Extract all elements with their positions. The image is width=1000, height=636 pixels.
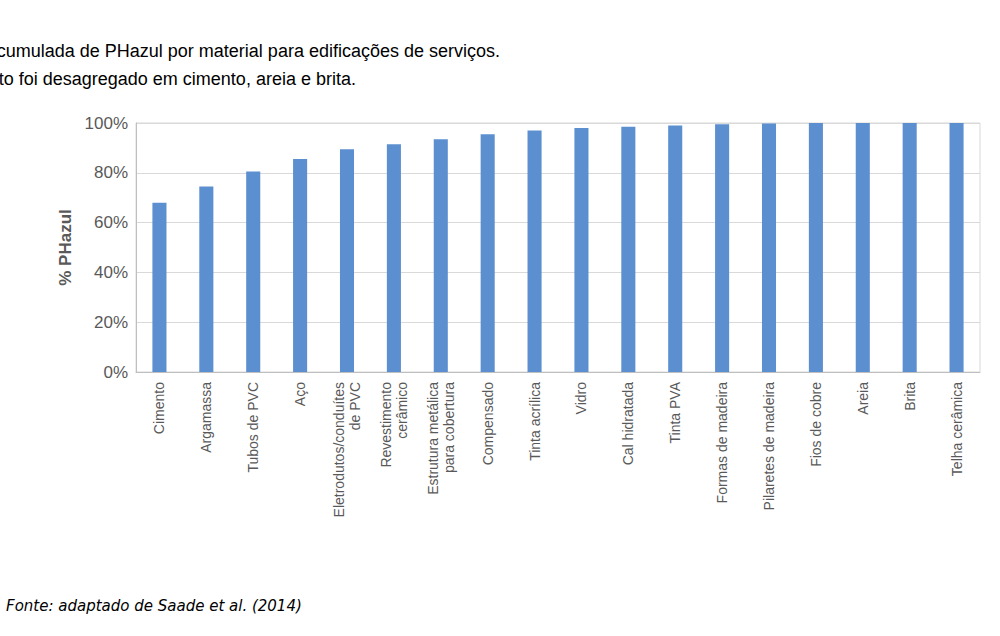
svg-text:Tinta acrílica: Tinta acrílica bbox=[527, 382, 543, 461]
svg-text:Pilaretes de madeira: Pilaretes de madeira bbox=[761, 382, 777, 511]
svg-text:cerâmico: cerâmico bbox=[394, 382, 410, 439]
svg-text:Fonte: adaptado de Saade et al: Fonte: adaptado de Saade et al. (2014) bbox=[6, 597, 302, 615]
svg-text:Areia: Areia bbox=[855, 382, 871, 415]
svg-text:Tinta PVA: Tinta PVA bbox=[667, 381, 683, 443]
svg-text:Cimento: Cimento bbox=[151, 382, 167, 434]
svg-text:Brita: Brita bbox=[902, 382, 918, 411]
svg-text:Cal hidratada: Cal hidratada bbox=[620, 382, 636, 465]
svg-text:80%: 80% bbox=[94, 163, 128, 182]
svg-text:Gráfico de contribuição acumul: Gráfico de contribuição acumulada de PHa… bbox=[0, 41, 500, 61]
svg-text:Formas de madeira: Formas de madeira bbox=[714, 382, 730, 504]
svg-text:20%: 20% bbox=[94, 313, 128, 332]
svg-text:Aço: Aço bbox=[292, 382, 308, 406]
svg-text:de PVC: de PVC bbox=[347, 382, 363, 430]
svg-text:Fios de cobre: Fios de cobre bbox=[808, 382, 824, 467]
svg-text:Vidro: Vidro bbox=[573, 382, 589, 415]
svg-text:0%: 0% bbox=[103, 363, 128, 382]
svg-text:% PHazul: % PHazul bbox=[56, 209, 75, 286]
svg-text:Argamassa: Argamassa bbox=[198, 382, 214, 453]
svg-text:para cobertura: para cobertura bbox=[441, 382, 457, 473]
svg-text:40%: 40% bbox=[94, 263, 128, 282]
svg-text:Telha cerâmica: Telha cerâmica bbox=[949, 382, 965, 476]
svg-text:100%: 100% bbox=[85, 114, 128, 133]
svg-text:Tubos de PVC: Tubos de PVC bbox=[245, 382, 261, 473]
svg-text:Revestimento: Revestimento bbox=[378, 382, 394, 468]
svg-text:Compensado: Compensado bbox=[480, 382, 496, 465]
svg-text:Concreto foi desagregado em ci: Concreto foi desagregado em cimento, are… bbox=[0, 69, 356, 89]
svg-text:Eletrodutos/conduítes: Eletrodutos/conduítes bbox=[331, 382, 347, 517]
svg-text:Estrutura metálica: Estrutura metálica bbox=[425, 382, 441, 495]
svg-text:60%: 60% bbox=[94, 213, 128, 232]
